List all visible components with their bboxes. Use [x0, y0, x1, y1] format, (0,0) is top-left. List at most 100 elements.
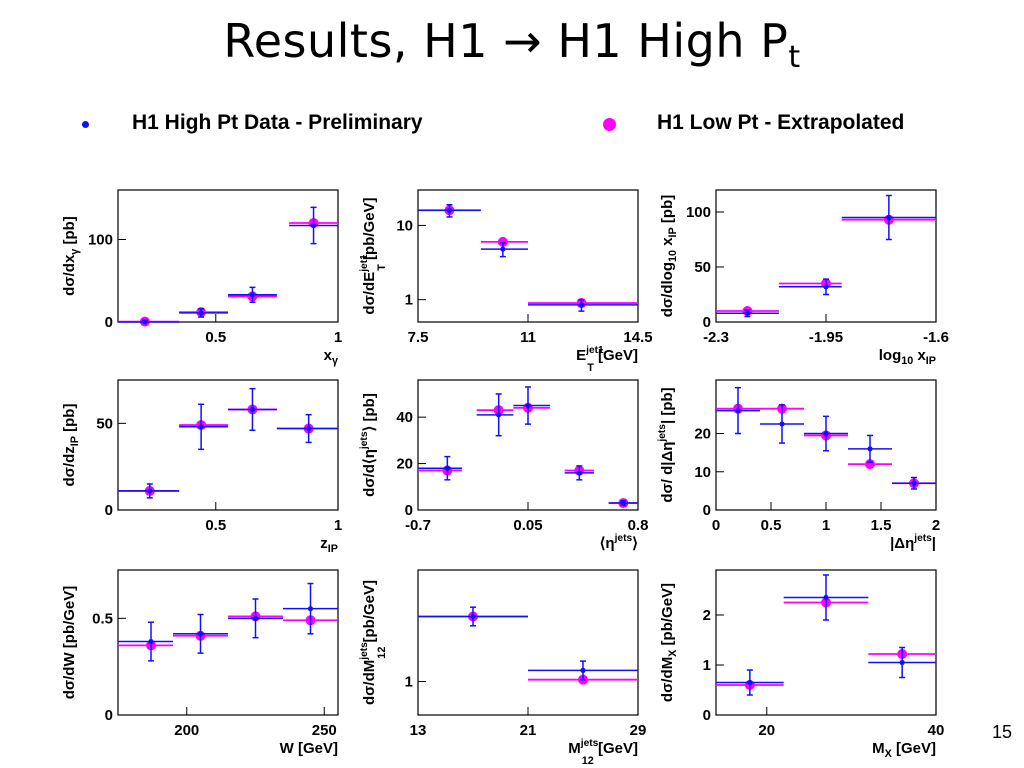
- data-point: [886, 214, 892, 221]
- y-tick-label: 10: [396, 217, 413, 234]
- data-point: [197, 631, 204, 637]
- y-tick-label: 1: [405, 674, 413, 691]
- y-tick-label: 40: [396, 409, 413, 426]
- x-axis-label: Mjets 12 [GeV]: [568, 738, 638, 767]
- y-axis-label: dσ/dEjet1 T [pb/GeV]: [359, 197, 388, 314]
- data-point: [147, 488, 153, 494]
- y-tick-label: 0.5: [92, 610, 113, 627]
- legend-data-marker: [82, 121, 89, 128]
- y-axis-label: dσ/d⟨ηjets⟩ [pb]: [359, 393, 378, 497]
- y-axis-label: dσ/dxγ [pb]: [61, 216, 81, 296]
- data-point: [500, 246, 506, 252]
- plot-frame: [715, 189, 937, 323]
- data-point: [580, 667, 586, 673]
- y-axis-label: dσ/ d|Δηjets| [pb]: [657, 387, 676, 502]
- y-axis-label: dσ/dMjets 12 [pb/GeV]: [359, 580, 388, 705]
- data-point: [496, 412, 502, 418]
- y-tick-label: 1: [703, 657, 711, 674]
- x-tick-label: 0.5: [205, 329, 226, 346]
- x-tick-label: -2.3: [703, 329, 729, 346]
- y-tick-label: 50: [96, 415, 113, 432]
- y-tick-label: 50: [694, 259, 711, 276]
- legend-pred-label: H1 Low Pt - Extrapolated: [657, 111, 905, 134]
- x-tick-label: 200: [174, 722, 199, 739]
- page-number: 15: [991, 722, 1012, 742]
- data-point: [310, 222, 317, 229]
- plot-frame: [117, 569, 339, 716]
- data-point: [576, 470, 582, 476]
- data-point: [252, 615, 259, 621]
- x-axis-label: xγ: [324, 347, 338, 367]
- y-axis-label: dσ/dMX [pb/GeV]: [659, 583, 679, 702]
- slide-title: Results, H1 → H1 High Pt: [0, 14, 1024, 75]
- x-tick-label: 20: [758, 722, 775, 739]
- x-tick-label: 29: [630, 722, 647, 739]
- x-axis-label: Ejet1 T [GeV]: [576, 345, 638, 374]
- y-tick-label: 0: [105, 502, 113, 519]
- data-point: [620, 500, 626, 506]
- x-tick-label: 2: [932, 517, 940, 534]
- plot-frame: [417, 569, 639, 716]
- x-tick-label: 1: [334, 517, 342, 534]
- x-tick-label: 1.5: [871, 517, 892, 534]
- plot-panel-9: 20 40 0 1 2 dσ/dMX [pb/GeV] MX [GeV]: [659, 569, 945, 760]
- x-tick-label: 21: [520, 722, 537, 739]
- x-tick-label: 0.5: [205, 517, 226, 534]
- x-tick-label: 13: [410, 722, 427, 739]
- data-point: [735, 407, 741, 414]
- plot-panel-3: -2.3 -1.95 -1.6 0 50 100 dσ/dlog10 xIP [pb] log…: [659, 189, 949, 367]
- x-tick-label: 11: [520, 329, 536, 346]
- data-point: [198, 310, 204, 316]
- y-tick-label: 0: [105, 707, 113, 724]
- y-tick-label: 2: [703, 607, 711, 624]
- y-tick-label: 0: [105, 314, 113, 331]
- data-point: [867, 446, 873, 452]
- x-axis-label: ⟨ηjets⟩: [600, 533, 638, 552]
- prediction-point: [497, 236, 508, 247]
- data-point: [249, 406, 256, 413]
- y-axis-label: dσ/dlog10 xIP [pb]: [659, 195, 679, 317]
- x-axis-label: log10 xIP: [879, 347, 936, 367]
- data-point: [744, 310, 751, 316]
- x-tick-label: 40: [928, 722, 945, 739]
- y-tick-label: 0: [703, 314, 711, 331]
- data-point: [198, 424, 204, 430]
- plot-panel-1: 0.5 1 0 100 dσ/dxγ [pb] xγ: [61, 189, 342, 367]
- data-point: [578, 302, 585, 308]
- y-tick-label: 100: [686, 204, 711, 221]
- x-axis-label: MX [GeV]: [872, 740, 936, 760]
- legend-pred-marker: [603, 118, 616, 131]
- x-tick-label: 0.05: [513, 517, 542, 534]
- x-axis-label: W [GeV]: [280, 740, 338, 757]
- x-tick-label: 1: [334, 329, 342, 346]
- x-tick-label: 250: [312, 722, 337, 739]
- plot-frame: [117, 379, 339, 511]
- x-tick-label: 0.8: [628, 517, 649, 534]
- plot-panel-7: 200 250 0 0.5 dσ/dW [pb/GeV] W [GeV]: [61, 569, 339, 757]
- x-tick-label: 0: [712, 517, 720, 534]
- x-tick-label: -1.95: [809, 329, 843, 346]
- y-tick-label: 0: [703, 707, 711, 724]
- plot-frame: [715, 569, 937, 716]
- x-tick-label: 0.5: [761, 517, 782, 534]
- data-point: [307, 606, 314, 612]
- y-axis-label: dσ/dW [pb/GeV]: [61, 586, 78, 700]
- data-point: [444, 465, 450, 471]
- data-point: [148, 638, 154, 645]
- y-axis-label: dσ/dzIP [pb]: [61, 404, 81, 487]
- y-tick-label: 100: [88, 232, 113, 249]
- plot-frame: [117, 189, 339, 323]
- data-point: [823, 430, 829, 437]
- data-point: [249, 292, 256, 298]
- plot-panel-4: 0.5 1 0 50 dσ/dzIP [pb] zIP: [61, 379, 342, 555]
- y-tick-label: 10: [694, 464, 711, 481]
- plot-panel-8: 13 21 29 1 dσ/dMjets 12 [pb/GeV] Mjets 12 [GeV]: [359, 569, 647, 767]
- data-point: [142, 319, 148, 325]
- x-tick-label: -0.7: [405, 517, 431, 534]
- x-axis-label: zIP: [320, 535, 338, 555]
- x-tick-label: 1: [822, 517, 830, 534]
- data-point: [525, 402, 531, 409]
- x-axis-label: |Δηjets|: [890, 533, 936, 552]
